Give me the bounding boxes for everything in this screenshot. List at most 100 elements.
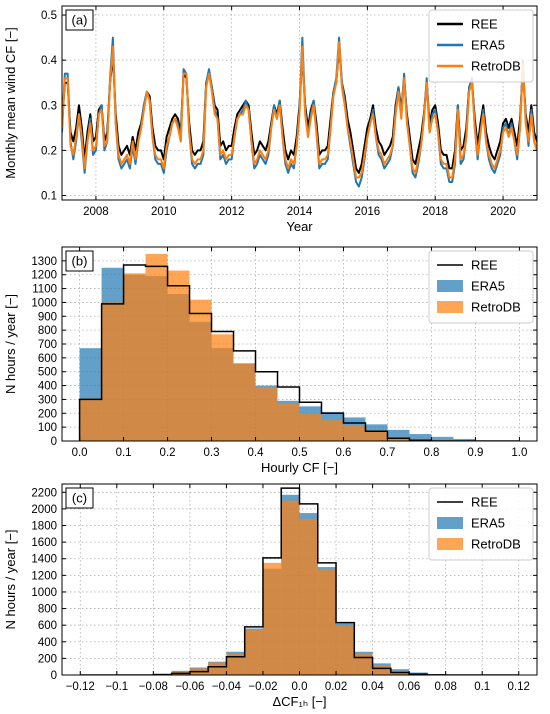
- step-ree: [80, 487, 519, 675]
- x-tick-label: −0.06: [175, 681, 204, 693]
- bar-retrodb: [343, 425, 366, 441]
- y-tick-label: 0.4: [41, 55, 58, 67]
- x-tick-label: 2014: [287, 206, 313, 218]
- panel-label-box: [65, 487, 94, 509]
- x-tick-label: 1.0: [511, 447, 527, 459]
- bar-retrodb: [167, 270, 190, 441]
- plot-area: [62, 36, 537, 188]
- legend-label-ree: REE: [471, 495, 498, 510]
- bar-retrodb: [336, 625, 355, 675]
- legend: REE ERA5 RetroDB: [428, 9, 534, 83]
- bar-era5: [387, 429, 410, 441]
- bar-retrodb: [226, 653, 245, 675]
- panel-label-box: [65, 9, 94, 31]
- legend: REE ERA5 RetroDB: [428, 487, 534, 561]
- x-tick-label: 2008: [83, 206, 109, 218]
- y-tick-label: 1000: [31, 297, 57, 309]
- bar-era5: [453, 438, 476, 441]
- x-tick-label: 0.9: [467, 447, 483, 459]
- bar-retrodb: [321, 420, 344, 441]
- bar-era5: [431, 436, 454, 441]
- panel-label-box: [65, 250, 94, 272]
- x-tick-label: −0.04: [212, 681, 242, 693]
- bar-retrodb: [123, 273, 146, 441]
- legend: REE ERA5 RetroDB: [428, 250, 534, 324]
- y-tick-label: 0.3: [41, 100, 57, 112]
- legend-label-era5: ERA5: [471, 38, 505, 53]
- legend-swatch-retrodb: [437, 538, 463, 550]
- y-tick-label: 700: [38, 339, 57, 351]
- y-tick-label: 0: [51, 436, 57, 448]
- legend-label-ree: REE: [471, 258, 498, 273]
- bar-retrodb: [244, 629, 263, 675]
- y-axis-label: Monthly mean wind CF [−]: [3, 27, 18, 178]
- plot-area: [80, 487, 519, 675]
- y-tick-label: 1200: [31, 570, 57, 582]
- y-tick-label: 800: [38, 325, 57, 337]
- x-tick-label: 0.0: [292, 681, 308, 693]
- bar-retrodb: [277, 403, 300, 441]
- x-tick-label: −0.08: [139, 681, 168, 693]
- panel-label: (b): [65, 250, 94, 272]
- bar-retrodb: [299, 413, 322, 441]
- panel-label-text: (b): [72, 254, 88, 269]
- x-tick-label: 0.6: [335, 447, 351, 459]
- x-axis-label: ΔCF₁ₕ [−]: [272, 694, 326, 709]
- bar-retrodb: [79, 399, 102, 441]
- x-tick-label: 0.1: [474, 681, 490, 693]
- x-tick-label: 2010: [151, 206, 177, 218]
- panel-label: (a): [65, 9, 94, 31]
- y-tick-label: 0.1: [41, 190, 57, 202]
- x-tick-label: 0.1: [116, 447, 132, 459]
- legend-label-retrodb: RetroDB: [471, 537, 521, 552]
- bar-retrodb: [372, 665, 391, 675]
- y-tick-label: 200: [38, 653, 57, 665]
- series-line-retrodb: [62, 41, 537, 179]
- bar-retrodb: [145, 253, 168, 441]
- bar-retrodb: [299, 518, 318, 675]
- y-tick-label: 600: [38, 620, 57, 632]
- y-tick-label: 2200: [31, 487, 57, 499]
- x-tick-label: 0.02: [325, 681, 347, 693]
- x-tick-label: −0.1: [105, 681, 128, 693]
- legend-label-ree: REE: [471, 17, 498, 32]
- y-tick-label: 1200: [31, 270, 57, 282]
- y-tick-label: 900: [38, 311, 57, 323]
- bar-retrodb: [281, 500, 300, 675]
- y-tick-label: 800: [38, 604, 57, 616]
- y-tick-label: 400: [38, 381, 57, 393]
- legend-swatch-era5: [437, 517, 463, 529]
- y-tick-label: 1800: [31, 521, 57, 533]
- x-tick-label: 0.7: [379, 447, 395, 459]
- bar-era5: [409, 434, 432, 441]
- x-tick-label: 2018: [422, 206, 448, 218]
- x-tick-label: 0.0: [72, 447, 88, 459]
- y-tick-label: 200: [38, 408, 57, 420]
- y-axis-label: N hours / year [−]: [3, 294, 18, 394]
- x-tick-label: 0.08: [434, 681, 456, 693]
- y-tick-label: 600: [38, 353, 57, 365]
- legend-frame: [428, 9, 534, 83]
- bar-retrodb: [101, 302, 124, 441]
- panel-3: −0.12 −0.1 −0.08 −0.06 −0.04 −0.02 0.0 0.02 0.04…: [3, 483, 538, 709]
- x-tick-label: 2020: [490, 206, 516, 218]
- panel-2: 0.0 0.1 0.2 0.3 0.4 0.5 0.6 0.7 0.8 0.9 1.0 0 100 200…: [3, 246, 538, 475]
- x-tick-label: 0.8: [423, 447, 439, 459]
- bar-retrodb: [317, 569, 337, 675]
- bar-retrodb: [189, 299, 212, 441]
- y-tick-label: 0.2: [41, 145, 57, 157]
- panel-label-text: (a): [72, 13, 88, 28]
- panel-label-text: (c): [72, 491, 87, 506]
- y-tick-label: 1300: [31, 256, 57, 268]
- x-tick-label: 2012: [219, 206, 245, 218]
- panel-label: (c): [65, 487, 94, 509]
- y-tick-label: 1000: [31, 587, 57, 599]
- x-tick-label: −0.02: [248, 681, 277, 693]
- y-tick-label: 400: [38, 637, 57, 649]
- x-tick-label: 0.3: [204, 447, 220, 459]
- x-tick-label: 0.04: [361, 681, 384, 693]
- x-tick-label: 0.2: [160, 447, 176, 459]
- y-axis-label: N hours / year [−]: [3, 529, 18, 629]
- y-tick-label: 100: [38, 422, 57, 434]
